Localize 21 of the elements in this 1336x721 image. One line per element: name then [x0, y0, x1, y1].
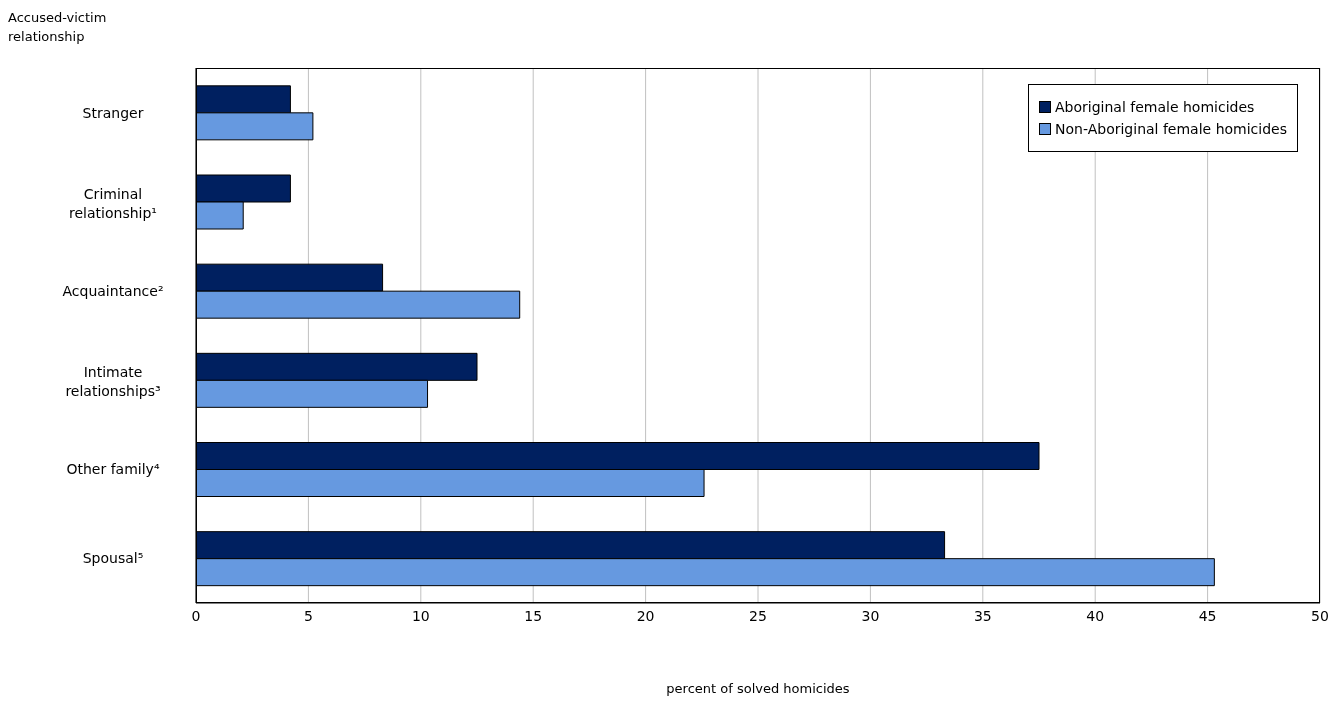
x-tick-label: 50 — [1311, 607, 1329, 624]
y-tick-label: Criminal relationship¹ — [69, 185, 157, 221]
x-tick-label: 40 — [1086, 607, 1105, 624]
y-tick-label: Acquaintance² — [62, 282, 164, 299]
y-tick-label: Spousal⁵ — [82, 550, 144, 567]
y-axis-title: Accused-victim relationship — [8, 9, 108, 46]
y-tick-label: Intimate relationships³ — [65, 364, 161, 400]
x-tick-label: 35 — [973, 607, 992, 624]
x-tick-label: 45 — [1198, 607, 1217, 624]
x-tick-label: 20 — [636, 607, 655, 624]
y-tick-label: Stranger — [82, 104, 144, 121]
x-tick-label: 25 — [749, 607, 767, 624]
x-tick-label: 30 — [861, 607, 880, 624]
x-tick-label: 5 — [303, 607, 313, 624]
x-axis-title: percent of solved homicides — [666, 681, 850, 696]
x-tick-label: 15 — [524, 607, 543, 624]
x-tick-label: 0 — [191, 607, 201, 624]
legend-label: Non-Aboriginal female homicides — [1055, 121, 1287, 137]
legend-label: Aboriginal female homicides — [1055, 99, 1255, 115]
x-tick-label: 10 — [411, 607, 430, 624]
y-tick-label: Other family⁴ — [66, 461, 160, 478]
